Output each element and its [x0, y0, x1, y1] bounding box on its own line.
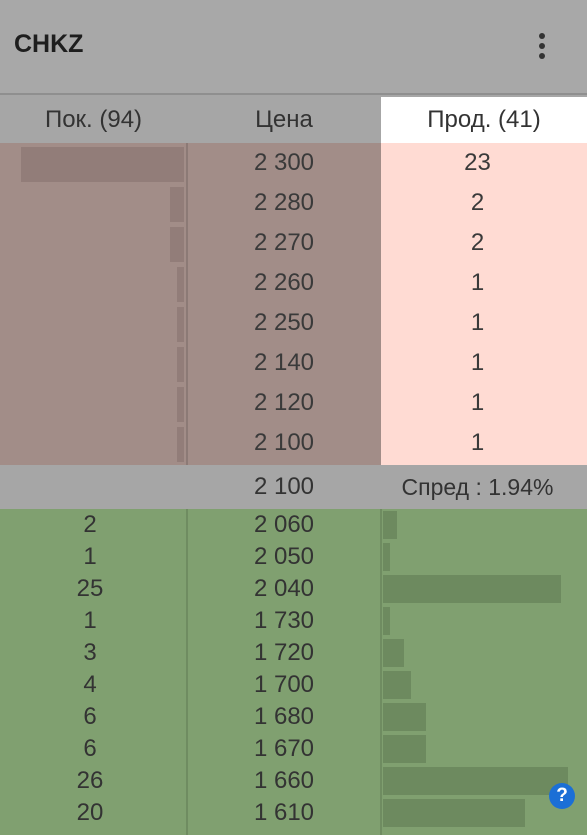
ask-quantity: 2	[470, 229, 485, 256]
asks-quantity-area	[381, 143, 587, 465]
bid-row[interactable]: 25 2 040	[0, 573, 587, 605]
bid-price: 1 730	[253, 607, 315, 634]
bid-quantity: 2	[83, 511, 97, 538]
menu-dot	[539, 33, 545, 39]
ask-quantity: 2	[470, 189, 485, 216]
column-divider	[186, 509, 188, 835]
bid-quantity: 1	[83, 607, 97, 634]
bid-price: 1 660	[253, 767, 315, 794]
ask-volume-bar	[177, 387, 184, 422]
column-divider	[186, 143, 188, 465]
bid-row[interactable]: 3 1 720	[0, 637, 587, 669]
spread-value: Спред : 1.94%	[401, 473, 554, 500]
ask-quantity: 1	[470, 389, 485, 416]
bid-volume-bar	[383, 671, 411, 699]
bid-volume-bar	[383, 543, 390, 571]
ask-row[interactable]: 2 300 23	[0, 143, 587, 183]
bid-price: 1 680	[253, 703, 315, 730]
ask-row[interactable]: 2 140 1	[0, 343, 587, 383]
ask-volume-bar	[170, 187, 184, 222]
ask-quantity: 23	[464, 149, 491, 176]
ask-quantity: 1	[470, 269, 485, 296]
ticker-title: CHKZ	[14, 30, 84, 58]
bid-price: 1 670	[253, 735, 315, 762]
bid-row[interactable]: 1 1 730	[0, 605, 587, 637]
bid-price: 1 700	[253, 671, 315, 698]
bid-quantity: 1	[83, 543, 97, 570]
ask-price: 2 280	[253, 189, 315, 216]
bid-quantity: 4	[83, 671, 97, 698]
bid-volume-bar	[383, 575, 561, 603]
app-header: CHKZ	[0, 0, 587, 95]
bid-row[interactable]: 4 1 700	[0, 669, 587, 701]
bid-quantity: 26	[76, 767, 104, 794]
ask-row[interactable]: 2 250 1	[0, 303, 587, 343]
ask-price: 2 270	[253, 229, 315, 256]
column-divider	[380, 509, 382, 835]
ask-price: 2 250	[253, 309, 315, 336]
ask-volume-bar	[170, 227, 184, 262]
bid-volume-bar	[383, 511, 397, 539]
ask-volume-bar	[177, 267, 184, 302]
ask-volume-bar	[177, 347, 184, 382]
bid-price: 1 720	[253, 639, 315, 666]
ask-volume-bar	[177, 427, 184, 462]
asks-shaded-area	[0, 143, 381, 465]
ask-price: 2 100	[253, 429, 315, 456]
ask-price: 2 120	[253, 389, 315, 416]
bid-row[interactable]: 6 1 670	[0, 733, 587, 765]
bid-row[interactable]: 1 2 050	[0, 541, 587, 573]
bid-quantity: 20	[76, 799, 104, 826]
ask-price: 2 300	[253, 149, 315, 176]
more-vertical-icon[interactable]	[522, 26, 562, 66]
bid-volume-bar	[383, 607, 390, 635]
bid-quantity: 6	[83, 703, 97, 730]
ask-row[interactable]: 2 280 2	[0, 183, 587, 223]
ask-quantity: 1	[470, 309, 485, 336]
ask-volume-bar	[177, 307, 184, 342]
ask-volume-bar	[21, 147, 184, 182]
bid-price: 2 060	[253, 511, 315, 538]
ask-quantity: 1	[470, 429, 485, 456]
bid-quantity: 6	[83, 735, 97, 762]
bid-quantity: 3	[83, 639, 97, 666]
bid-volume-bar	[383, 639, 404, 667]
ask-row[interactable]: 2 100 1	[0, 423, 587, 463]
column-header-sell[interactable]: Прод. (41)	[381, 97, 587, 143]
ask-row[interactable]: 2 260 1	[0, 263, 587, 303]
ask-quantity: 1	[470, 349, 485, 376]
bid-price: 2 050	[253, 543, 315, 570]
bid-price: 1 610	[253, 799, 315, 826]
ask-row[interactable]: 2 270 2	[0, 223, 587, 263]
bid-row[interactable]: 2 2 060	[0, 509, 587, 541]
bid-row[interactable]: 20 1 610	[0, 797, 587, 829]
bid-price: 2 040	[253, 575, 315, 602]
column-header-price[interactable]: Цена	[187, 97, 381, 143]
help-icon[interactable]: ?	[549, 783, 575, 809]
spread-row: 2 100 Спред : 1.94%	[0, 465, 587, 509]
bid-volume-bar	[383, 799, 525, 827]
bid-quantity: 25	[76, 575, 104, 602]
bid-volume-bar	[383, 703, 426, 731]
ask-price: 2 140	[253, 349, 315, 376]
bid-volume-bar	[383, 767, 568, 795]
bid-row[interactable]: 6 1 680	[0, 701, 587, 733]
column-header-buy[interactable]: Пок. (94)	[0, 97, 187, 143]
ask-row[interactable]: 2 120 1	[0, 383, 587, 423]
ask-price: 2 260	[253, 269, 315, 296]
menu-dot	[539, 43, 545, 49]
last-price: 2 100	[253, 473, 315, 500]
menu-dot	[539, 53, 545, 59]
bid-row[interactable]: 26 1 660	[0, 765, 587, 797]
bid-volume-bar	[383, 735, 426, 763]
